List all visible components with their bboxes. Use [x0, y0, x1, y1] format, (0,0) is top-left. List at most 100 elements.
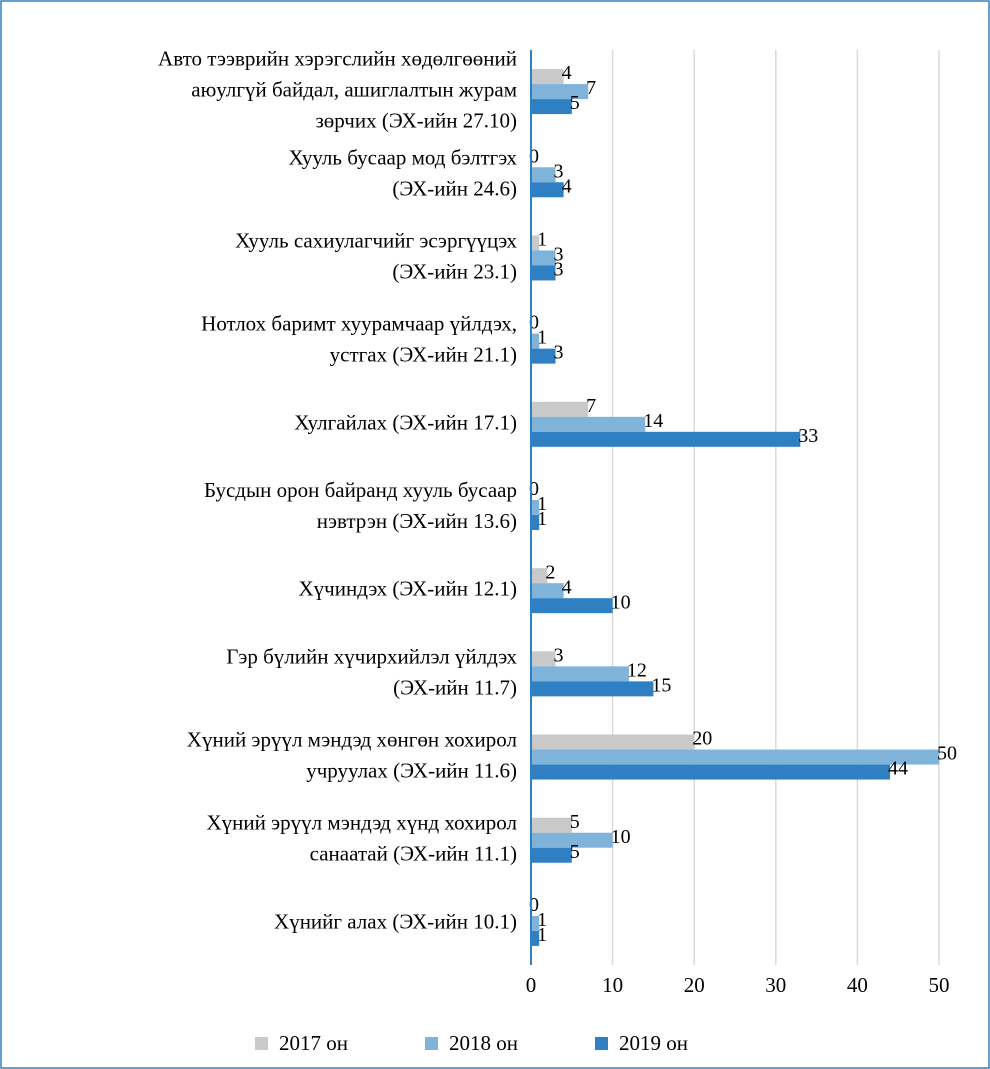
value-label: 1	[537, 909, 547, 931]
value-label: 7	[586, 77, 596, 99]
x-tick-label: 50	[929, 973, 950, 997]
bar	[531, 182, 564, 198]
label-line: устгах (ЭХ-ийн 21.1)	[330, 342, 517, 366]
label-line: Гэр бүлийн хүчирхийлэл үйлдэх	[226, 644, 517, 668]
value-label: 0	[529, 145, 539, 167]
value-label: 7	[586, 395, 596, 417]
label-line: Нотлох баримт хуурамчаар үйлдэх,	[201, 311, 517, 335]
bar	[531, 416, 646, 432]
y-tick-label: Бусдын орон байранд хууль бусаар нэвтрэн …	[204, 478, 517, 533]
label-line: зөрчих (ЭХ-ийн 27.10)	[316, 108, 517, 132]
value-label: 5	[570, 811, 580, 833]
x-tick-label: 40	[847, 973, 868, 997]
value-label: 1	[537, 327, 547, 349]
label-line: Хууль бусаар мод бэлтгэх	[289, 145, 518, 169]
y-tick-label: Гэр бүлийн хүчирхийлэл үйлдэх (ЭХ-ийн 11.…	[226, 644, 517, 699]
x-tick-label: 20	[684, 973, 705, 997]
y-tick-label: Хулгайлах (ЭХ-ийн 17.1)	[294, 410, 517, 434]
y-tick-label: Хүчиндэх (ЭХ-ийн 12.1)	[298, 576, 517, 600]
bar	[531, 832, 613, 848]
value-label: 3	[553, 259, 563, 281]
bar	[531, 583, 564, 599]
bar	[531, 847, 572, 863]
value-label: 4	[562, 62, 572, 84]
y-tick-label: Хүнийг алах (ЭХ-ийн 10.1)	[274, 909, 517, 933]
bar	[531, 401, 589, 417]
bar	[531, 431, 801, 447]
bar	[531, 651, 556, 667]
label-line: Хулгайлах (ЭХ-ийн 17.1)	[294, 410, 517, 434]
legend-label: 2018 он	[449, 1031, 518, 1055]
bar	[531, 348, 556, 364]
value-label: 12	[627, 659, 647, 681]
label-line: (ЭХ-ийн 11.7)	[393, 675, 517, 699]
legend-swatch	[425, 1037, 438, 1050]
value-label: 1	[537, 493, 547, 515]
y-tick-label: Хууль сахиулагчийг эсэргүүцэх (ЭХ-ийн 23.…	[235, 228, 517, 283]
bar	[531, 333, 540, 349]
value-label: 10	[611, 591, 631, 613]
bar	[531, 500, 540, 515]
y-tick-label: Хүний эрүүл мэндэд хөнгөн хохирол учруула…	[187, 727, 517, 782]
bar	[531, 734, 695, 750]
value-label: 1	[537, 924, 547, 946]
value-label: 3	[553, 244, 563, 266]
label-line: Хууль сахиулагчийг эсэргүүцэх	[235, 228, 517, 252]
label-line: аюулгүй байдал, ашиглалтын журам	[191, 77, 517, 101]
bar	[531, 265, 556, 281]
label-line: учруулах (ЭХ-ийн 11.6)	[306, 758, 517, 782]
y-tick-label: Авто тээврийн хэрэгслийн хөдөлгөөний аюул…	[158, 46, 517, 132]
y-tick-label: Хүний эрүүл мэндэд хүнд хохирол санаатай …	[206, 811, 517, 866]
label-line: санаатай (ЭХ-ийн 11.1)	[310, 842, 517, 866]
bar	[531, 69, 564, 85]
bar	[531, 568, 548, 584]
legend-swatch	[595, 1037, 608, 1050]
value-label: 1	[537, 508, 547, 530]
bar	[531, 749, 939, 765]
label-line: Хүчиндэх (ЭХ-ийн 12.1)	[298, 576, 517, 600]
bar	[531, 598, 613, 614]
value-label: 5	[570, 92, 580, 114]
bar	[531, 235, 540, 251]
value-label: 4	[562, 175, 572, 197]
bar	[531, 84, 589, 100]
legend-swatch	[255, 1037, 268, 1050]
value-label: 5	[570, 841, 580, 863]
bar	[531, 167, 556, 183]
bar	[531, 930, 540, 946]
label-line: (ЭХ-ийн 24.6)	[392, 176, 517, 200]
value-label: 0	[529, 894, 539, 916]
legend-label: 2017 он	[279, 1031, 348, 1055]
value-label: 0	[529, 312, 539, 334]
value-label: 15	[651, 674, 671, 696]
x-tick-label: 0	[526, 973, 537, 997]
bar	[531, 99, 572, 115]
bar	[531, 915, 540, 931]
y-tick-label: Хууль бусаар мод бэлтгэх (ЭХ-ийн 24.6)	[289, 145, 518, 200]
value-label: 14	[643, 410, 663, 432]
value-label: 1	[537, 229, 547, 251]
legend-label: 2019 он	[619, 1031, 688, 1055]
value-label: 3	[553, 160, 563, 182]
bar	[531, 681, 654, 697]
value-label: 44	[888, 758, 908, 780]
label-line: (ЭХ-ийн 23.1)	[392, 259, 517, 283]
label-line: Авто тээврийн хэрэгслийн хөдөлгөөний	[158, 46, 517, 70]
value-label: 50	[937, 743, 957, 765]
value-label: 10	[611, 826, 631, 848]
value-label: 0	[529, 478, 539, 500]
value-label: 4	[562, 576, 572, 598]
label-line: Хүнийг алах (ЭХ-ийн 10.1)	[274, 909, 517, 933]
bar	[531, 764, 891, 780]
value-label: 2	[545, 561, 555, 583]
label-line: Бусдын орон байранд хууль бусаар	[204, 478, 517, 502]
label-line: Хүний эрүүл мэндэд хөнгөн хохирол	[187, 727, 517, 751]
bar	[531, 666, 629, 682]
value-label: 33	[798, 425, 818, 447]
value-label: 3	[553, 644, 563, 666]
label-line: нэвтрэн (ЭХ-ийн 13.6)	[317, 509, 517, 533]
bar	[531, 817, 572, 833]
x-tick-label: 30	[765, 973, 786, 997]
